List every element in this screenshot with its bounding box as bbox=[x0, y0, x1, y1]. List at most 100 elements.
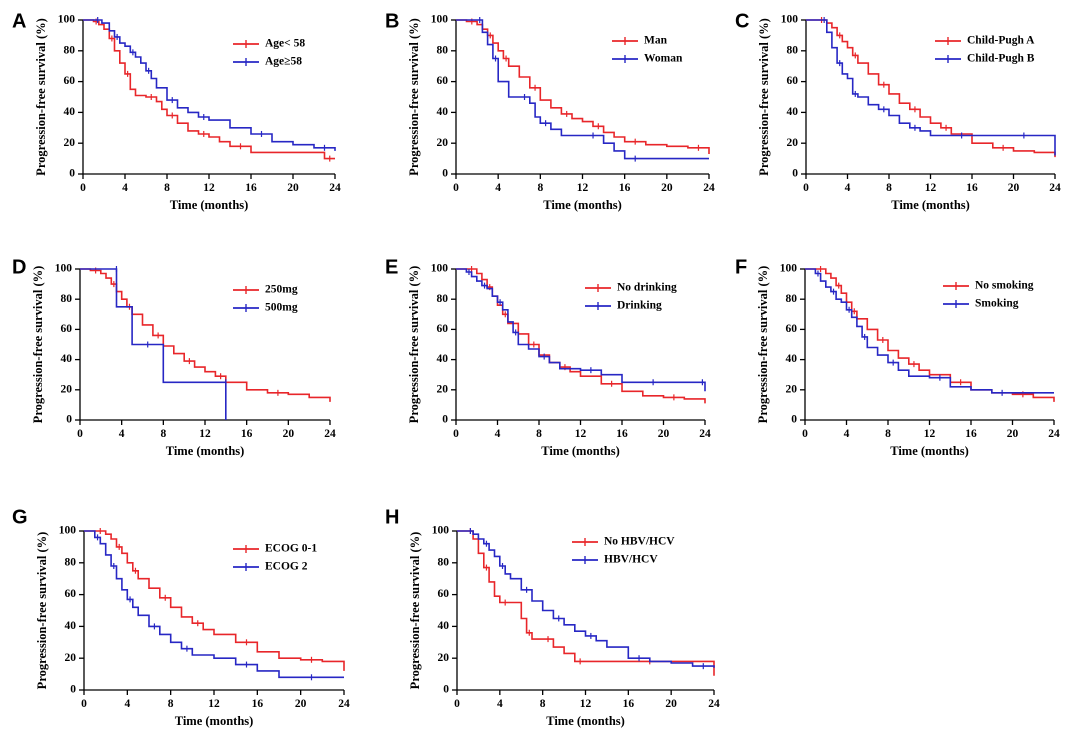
legend-label: Woman bbox=[644, 53, 683, 65]
x-tick-label: 24 bbox=[338, 698, 350, 710]
y-tick-label: 60 bbox=[61, 323, 73, 335]
y-tick-label: 20 bbox=[437, 383, 449, 395]
series-line-2 bbox=[80, 268, 227, 420]
x-tick-label: 24 bbox=[1049, 182, 1061, 194]
y-tick-label: 40 bbox=[786, 353, 798, 365]
x-tick-label: 16 bbox=[966, 182, 978, 194]
legend-label: 500mg bbox=[265, 302, 298, 314]
series-line-1 bbox=[456, 19, 710, 154]
legend-label: HBV/HCV bbox=[604, 554, 658, 566]
legend-label: Drinking bbox=[617, 300, 662, 312]
x-tick-label: 16 bbox=[619, 182, 631, 194]
legend-label: 250mg bbox=[265, 284, 298, 296]
panel-letter: F bbox=[735, 256, 747, 278]
x-tick-label: 16 bbox=[623, 698, 635, 710]
y-axis-title: Progression-free survival (%) bbox=[407, 18, 421, 176]
y-tick-label: 0 bbox=[69, 168, 75, 180]
x-tick-label: 12 bbox=[924, 428, 936, 440]
x-tick-label: 16 bbox=[965, 428, 977, 440]
x-tick-label: 12 bbox=[199, 428, 211, 440]
x-tick-label: 0 bbox=[453, 182, 459, 194]
x-tick-label: 0 bbox=[453, 428, 459, 440]
x-axis-title: Time (months) bbox=[170, 198, 249, 212]
panel-letter: E bbox=[385, 256, 398, 278]
y-tick-label: 60 bbox=[65, 588, 77, 600]
panel-letter: H bbox=[385, 506, 399, 528]
y-axis-title: Progression-free survival (%) bbox=[31, 266, 45, 424]
y-tick-label: 80 bbox=[786, 293, 798, 305]
y-tick-label: 60 bbox=[437, 75, 449, 87]
x-tick-label: 0 bbox=[77, 428, 83, 440]
x-tick-label: 12 bbox=[580, 698, 592, 710]
panel-letter: A bbox=[12, 10, 26, 32]
x-tick-label: 20 bbox=[287, 182, 299, 194]
y-tick-label: 40 bbox=[61, 353, 73, 365]
y-tick-label: 80 bbox=[437, 44, 449, 56]
x-tick-label: 12 bbox=[203, 182, 215, 194]
y-tick-label: 100 bbox=[780, 263, 798, 275]
y-tick-label: 100 bbox=[55, 263, 73, 275]
legend-label: Child-Pugh A bbox=[967, 35, 1035, 47]
y-tick-label: 60 bbox=[786, 323, 798, 335]
x-tick-label: 24 bbox=[708, 698, 720, 710]
y-tick-label: 60 bbox=[64, 75, 76, 87]
y-tick-label: 100 bbox=[432, 525, 450, 537]
y-tick-label: 20 bbox=[437, 137, 449, 149]
legend-label: Age≥58 bbox=[265, 56, 302, 68]
y-tick-label: 100 bbox=[431, 14, 449, 26]
x-tick-label: 0 bbox=[80, 182, 86, 194]
panel-letter: G bbox=[12, 506, 28, 528]
x-axis-title: Time (months) bbox=[175, 714, 254, 728]
series-line-2 bbox=[457, 530, 715, 668]
y-tick-label: 60 bbox=[438, 588, 450, 600]
y-tick-label: 40 bbox=[64, 106, 76, 118]
x-tick-label: 8 bbox=[168, 698, 174, 710]
y-tick-label: 40 bbox=[438, 620, 450, 632]
x-tick-label: 8 bbox=[160, 428, 166, 440]
panel-h: H 0 20 40 60 80 100 0 4 8 12 16 20 24 Time (months) Pro… bbox=[385, 506, 720, 728]
legend-label: Age< 58 bbox=[265, 38, 305, 50]
x-tick-label: 16 bbox=[241, 428, 253, 440]
x-tick-label: 24 bbox=[703, 182, 715, 194]
y-axis-title: Progression-free survival (%) bbox=[35, 532, 49, 690]
y-tick-label: 40 bbox=[65, 620, 77, 632]
panel-d: D 0 20 40 60 80 100 0 4 8 12 16 20 24 Time (months) Pro… bbox=[12, 256, 336, 458]
y-tick-label: 20 bbox=[787, 137, 799, 149]
y-axis-title: Progression-free survival (%) bbox=[757, 18, 771, 176]
panel-b: B 0 20 40 60 80 100 0 4 8 12 16 20 24 Time (months) Pro… bbox=[385, 10, 715, 212]
y-tick-label: 80 bbox=[61, 293, 73, 305]
x-tick-label: 8 bbox=[885, 428, 891, 440]
x-tick-label: 8 bbox=[537, 182, 543, 194]
x-axis-title: Time (months) bbox=[890, 444, 969, 458]
x-tick-label: 20 bbox=[665, 698, 677, 710]
y-tick-label: 80 bbox=[65, 556, 77, 568]
y-tick-label: 20 bbox=[64, 137, 76, 149]
y-tick-label: 0 bbox=[442, 414, 448, 426]
x-axis-title: Time (months) bbox=[166, 444, 245, 458]
x-tick-label: 20 bbox=[1007, 428, 1019, 440]
panel-letter: C bbox=[735, 10, 749, 32]
y-tick-label: 80 bbox=[437, 293, 449, 305]
y-tick-label: 80 bbox=[438, 556, 450, 568]
x-tick-label: 0 bbox=[81, 698, 87, 710]
y-tick-label: 40 bbox=[437, 353, 449, 365]
x-tick-label: 20 bbox=[295, 698, 307, 710]
y-tick-label: 80 bbox=[787, 44, 799, 56]
x-tick-label: 16 bbox=[252, 698, 264, 710]
legend-label: ECOG 2 bbox=[265, 561, 308, 573]
x-tick-label: 4 bbox=[845, 182, 851, 194]
y-tick-label: 20 bbox=[786, 383, 798, 395]
x-tick-label: 8 bbox=[536, 428, 542, 440]
y-tick-label: 20 bbox=[61, 383, 73, 395]
legend-label: No smoking bbox=[975, 280, 1034, 292]
panel-a: A 0 20 40 60 80 100 0 4 8 12 16 20 24 Time (months) Pro… bbox=[12, 10, 341, 212]
series-line-1 bbox=[806, 19, 1056, 158]
x-tick-label: 8 bbox=[886, 182, 892, 194]
y-tick-label: 100 bbox=[781, 14, 799, 26]
panel-e: E 0 20 40 60 80 100 0 4 8 12 16 20 24 Time (months) Pro… bbox=[385, 256, 711, 458]
y-axis-title: Progression-free survival (%) bbox=[756, 266, 770, 424]
x-tick-label: 0 bbox=[803, 182, 809, 194]
y-tick-label: 40 bbox=[437, 106, 449, 118]
x-tick-label: 20 bbox=[658, 428, 670, 440]
series-line-2 bbox=[806, 19, 1056, 156]
